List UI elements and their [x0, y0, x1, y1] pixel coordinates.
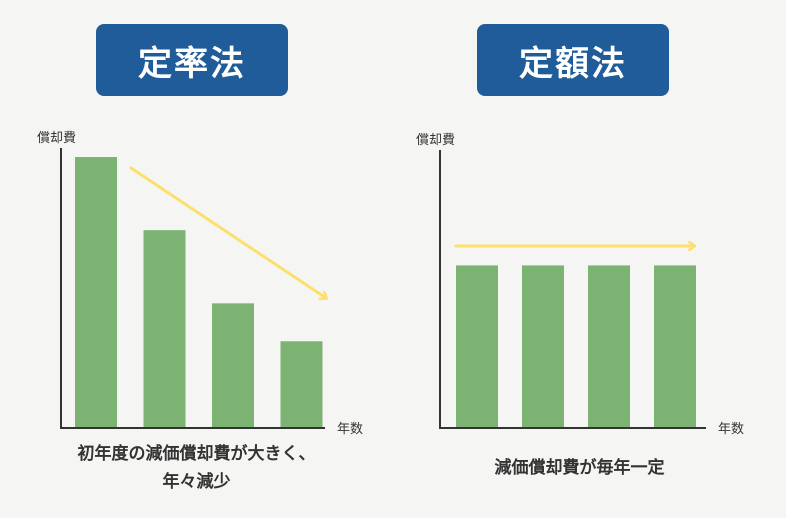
x-axis-label: 年数 — [337, 422, 363, 437]
bar — [212, 303, 254, 428]
bar — [588, 265, 630, 428]
chart-caption: 減価償却費が毎年一定 — [383, 454, 776, 482]
chart-caption: 初年度の減価償却費が大きく、 年々減少 — [0, 440, 393, 496]
bar — [280, 341, 323, 428]
declining-balance-panel: 定率法 償却費年数 初年度の減価償却費が大きく、 年々減少 — [0, 24, 393, 496]
caption-line: 年々減少 — [162, 472, 231, 492]
chart-title: 定率法 — [96, 24, 288, 96]
y-axis-label: 償却費 — [416, 133, 455, 148]
bar — [654, 265, 696, 428]
bar — [75, 157, 117, 428]
chart-title: 定額法 — [477, 24, 669, 96]
bar — [456, 265, 498, 428]
trend-arrow — [129, 166, 326, 298]
y-axis-label: 償却費 — [37, 131, 76, 146]
caption-line: 減価償却費が毎年一定 — [494, 458, 665, 478]
bar — [522, 265, 564, 428]
bar — [143, 230, 186, 428]
caption-line: 初年度の減価償却費が大きく、 — [77, 444, 316, 464]
straight-line-panel: 定額法 償却費年数 減価償却費が毎年一定 — [393, 0, 786, 518]
x-axis-label: 年数 — [718, 422, 744, 437]
